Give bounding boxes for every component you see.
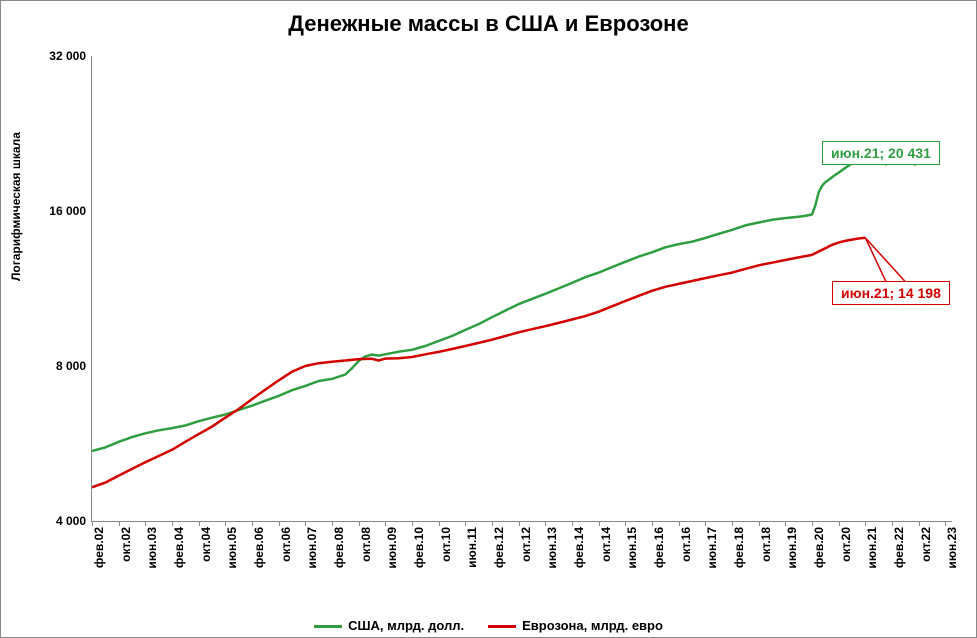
x-tick-mark: [252, 521, 253, 526]
x-tick-mark: [705, 521, 706, 526]
x-tick-label: фев.20: [812, 527, 826, 568]
x-tick-mark: [865, 521, 866, 526]
x-tick-mark: [572, 521, 573, 526]
x-tick-label: фев.12: [492, 527, 506, 568]
x-tick-label: июн.21: [865, 527, 879, 569]
x-tick-label: окт.18: [759, 527, 773, 562]
x-tick-label: фев.22: [892, 527, 906, 568]
chart-container: Денежные массы в США и Еврозоне Логарифм…: [0, 0, 977, 638]
x-tick-label: окт.04: [199, 527, 213, 562]
chart-svg: [92, 56, 952, 521]
x-tick-mark: [439, 521, 440, 526]
y-tick-label: 16 000: [49, 204, 86, 218]
x-tick-label: окт.02: [119, 527, 133, 562]
callout-label: июн.21; 20 431: [822, 141, 940, 165]
x-tick-label: июн.09: [385, 527, 399, 569]
x-tick-mark: [892, 521, 893, 526]
x-tick-mark: [785, 521, 786, 526]
chart-title: Денежные массы в США и Еврозоне: [1, 11, 976, 37]
x-tick-label: фев.08: [332, 527, 346, 568]
x-tick-label: июн.07: [305, 527, 319, 569]
x-tick-mark: [945, 521, 946, 526]
legend: США, млрд. долл. Еврозона, млрд. евро: [1, 618, 976, 633]
x-tick-label: июн.17: [705, 527, 719, 569]
plot-area: 4 0008 00016 00032 000фев.02окт.02июн.03…: [91, 56, 952, 522]
x-tick-mark: [279, 521, 280, 526]
x-tick-mark: [385, 521, 386, 526]
x-tick-label: окт.06: [279, 527, 293, 562]
x-tick-mark: [679, 521, 680, 526]
series-line: [92, 238, 865, 488]
x-tick-label: окт.20: [839, 527, 853, 562]
x-tick-label: июн.23: [945, 527, 959, 569]
x-tick-mark: [519, 521, 520, 526]
legend-label: Еврозона, млрд. евро: [522, 618, 663, 633]
x-tick-mark: [492, 521, 493, 526]
series-line: [92, 156, 865, 451]
x-tick-label: июн.03: [145, 527, 159, 569]
callout-label: июн.21; 14 198: [832, 281, 950, 305]
x-tick-label: окт.10: [439, 527, 453, 562]
x-tick-mark: [919, 521, 920, 526]
x-tick-label: фев.04: [172, 527, 186, 568]
y-tick-label: 8 000: [56, 359, 86, 373]
x-tick-label: фев.02: [92, 527, 106, 568]
x-tick-label: июн.11: [465, 527, 479, 568]
x-tick-mark: [199, 521, 200, 526]
x-tick-label: фев.14: [572, 527, 586, 568]
x-tick-label: окт.08: [359, 527, 373, 562]
x-tick-mark: [145, 521, 146, 526]
y-axis-label: Логарифмическая шкала: [9, 132, 23, 281]
x-tick-mark: [332, 521, 333, 526]
x-tick-mark: [599, 521, 600, 526]
x-tick-label: июн.13: [545, 527, 559, 569]
x-tick-mark: [759, 521, 760, 526]
legend-swatch: [314, 625, 342, 628]
x-tick-label: фев.06: [252, 527, 266, 568]
x-tick-mark: [172, 521, 173, 526]
x-tick-mark: [119, 521, 120, 526]
x-tick-label: июн.15: [625, 527, 639, 569]
x-tick-label: окт.16: [679, 527, 693, 562]
x-tick-label: июн.19: [785, 527, 799, 569]
x-tick-label: июн.05: [225, 527, 239, 569]
legend-item: Еврозона, млрд. евро: [488, 618, 663, 633]
x-tick-mark: [545, 521, 546, 526]
legend-label: США, млрд. долл.: [348, 618, 464, 633]
x-tick-mark: [625, 521, 626, 526]
x-tick-label: окт.12: [519, 527, 533, 562]
x-tick-mark: [652, 521, 653, 526]
x-tick-mark: [359, 521, 360, 526]
x-tick-mark: [412, 521, 413, 526]
x-tick-label: фев.10: [412, 527, 426, 568]
legend-item: США, млрд. долл.: [314, 618, 464, 633]
x-tick-label: фев.16: [652, 527, 666, 568]
y-tick-label: 4 000: [56, 514, 86, 528]
x-tick-mark: [732, 521, 733, 526]
x-tick-mark: [225, 521, 226, 526]
x-tick-mark: [839, 521, 840, 526]
x-tick-label: фев.18: [732, 527, 746, 568]
x-tick-mark: [812, 521, 813, 526]
x-tick-label: окт.14: [599, 527, 613, 562]
x-tick-label: окт.22: [919, 527, 933, 562]
y-tick-label: 32 000: [49, 49, 86, 63]
legend-swatch: [488, 625, 516, 628]
x-tick-mark: [92, 521, 93, 526]
x-tick-mark: [465, 521, 466, 526]
x-tick-mark: [305, 521, 306, 526]
